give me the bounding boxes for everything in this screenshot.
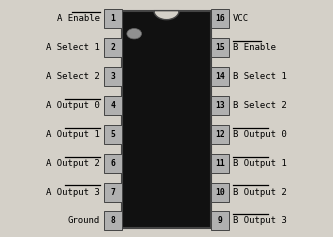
Text: 10: 10 [215,187,225,196]
Bar [104,9,122,28]
Text: 11: 11 [215,159,225,168]
Text: 6: 6 [111,159,115,168]
Text: 12: 12 [215,130,225,139]
Bar [104,211,122,230]
Text: A Output 0: A Output 0 [47,101,100,110]
Text: 16: 16 [215,14,225,23]
Text: 15: 15 [215,43,225,52]
Bar [211,154,229,173]
Bar [104,182,122,201]
Text: 9: 9 [218,216,222,225]
Bar [211,182,229,201]
Text: 1: 1 [111,14,115,23]
Text: B Enable: B Enable [233,43,276,52]
Bar [104,154,122,173]
Bar [211,67,229,86]
Text: B Output 3: B Output 3 [233,216,286,225]
Text: 4: 4 [111,101,115,110]
Bar [211,9,229,28]
Bar [104,125,122,144]
Text: B Output 0: B Output 0 [233,130,286,139]
Bar [211,211,229,230]
Text: B Output 1: B Output 1 [233,159,286,168]
Text: B Output 2: B Output 2 [233,187,286,196]
Text: B Select 2: B Select 2 [233,101,286,110]
Text: A Output 2: A Output 2 [47,159,100,168]
Text: 8: 8 [111,216,115,225]
Text: 14: 14 [215,72,225,81]
Text: 3: 3 [111,72,115,81]
Text: Ground: Ground [68,216,100,225]
Text: 5: 5 [111,130,115,139]
Bar [104,67,122,86]
Bar [211,125,229,144]
Text: A Output 1: A Output 1 [47,130,100,139]
Wedge shape [154,11,179,20]
Text: A Select 2: A Select 2 [47,72,100,81]
Text: B Select 1: B Select 1 [233,72,286,81]
Text: A Enable: A Enable [57,14,100,23]
Text: A Output 3: A Output 3 [47,187,100,196]
Bar [211,38,229,57]
Text: VCC: VCC [233,14,249,23]
Text: 2: 2 [111,43,115,52]
Bar [211,96,229,115]
Bar [122,11,211,228]
Text: 7: 7 [111,187,115,196]
Text: 13: 13 [215,101,225,110]
Bar [104,38,122,57]
Text: A Select 1: A Select 1 [47,43,100,52]
Bar [104,96,122,115]
Circle shape [127,28,142,39]
